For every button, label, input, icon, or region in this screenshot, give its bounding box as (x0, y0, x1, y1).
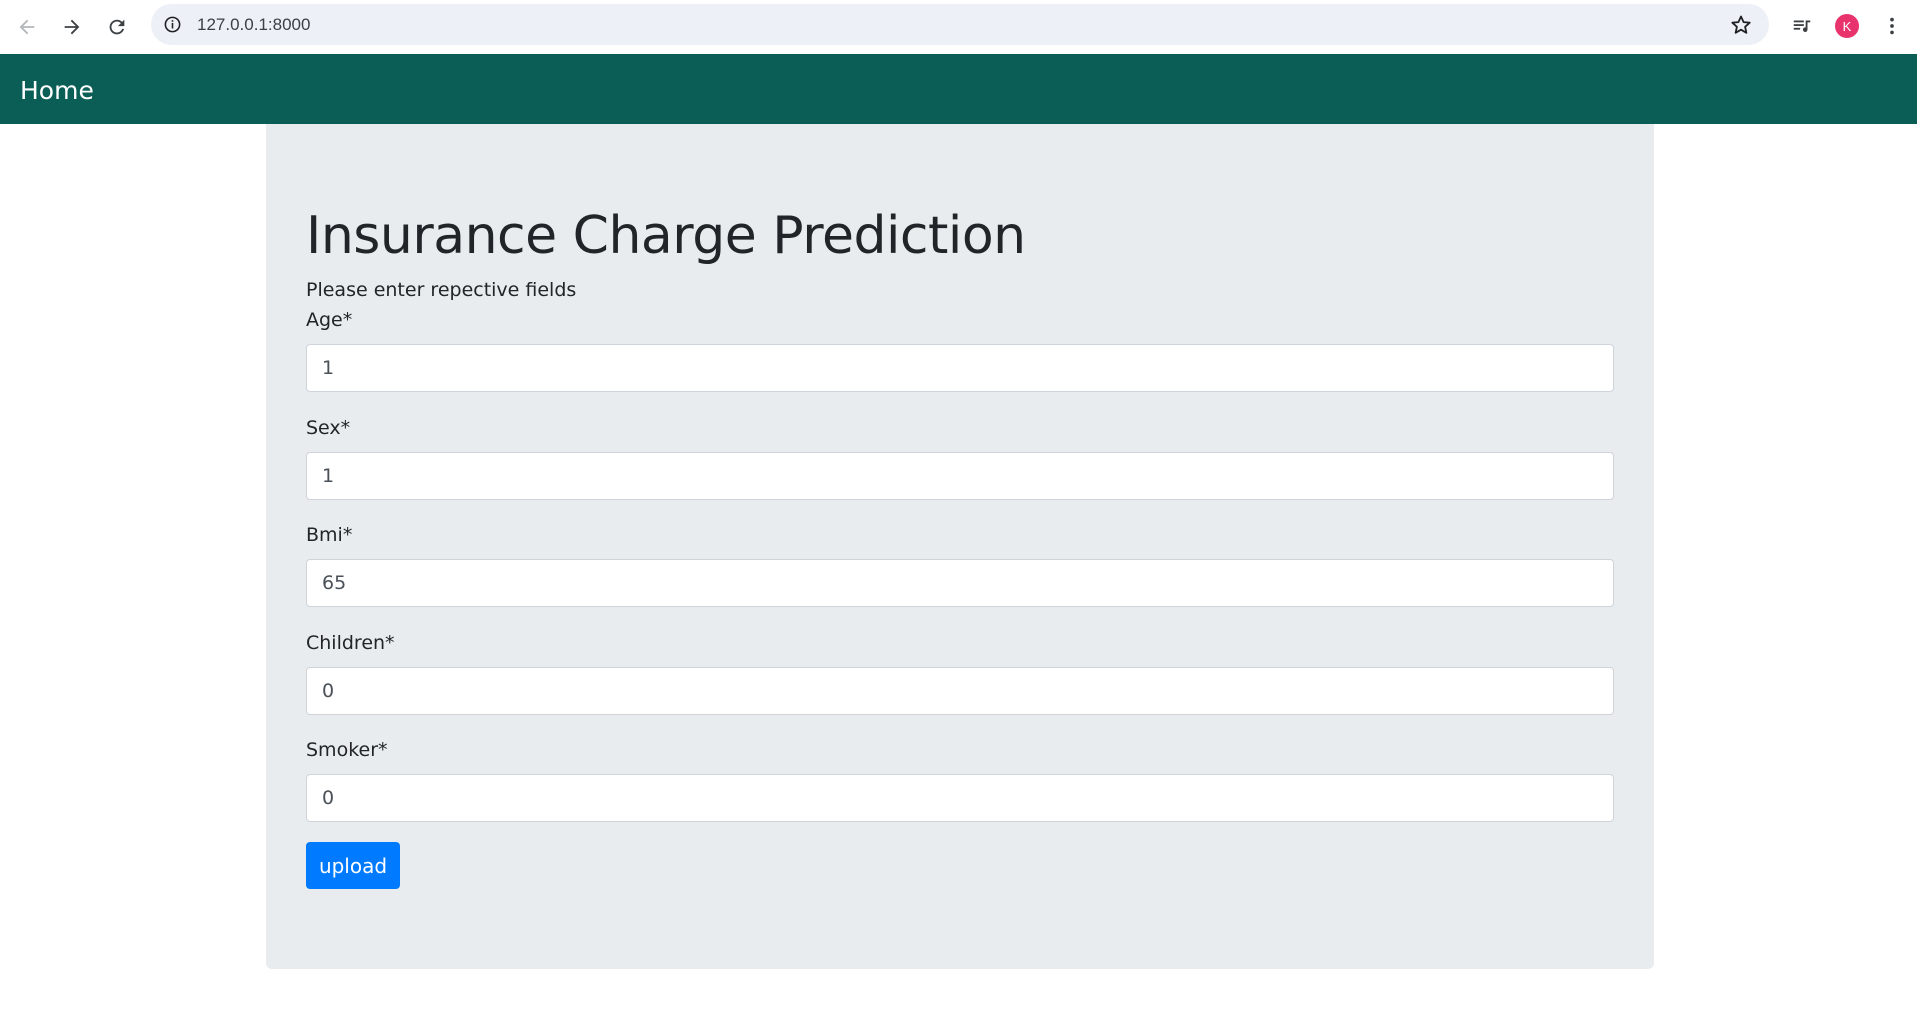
back-arrow-icon[interactable] (9, 9, 45, 45)
sex-input[interactable] (306, 452, 1614, 500)
page-subtitle: Please enter repective fields (306, 279, 577, 301)
children-label: Children* (306, 632, 395, 654)
media-playlist-icon[interactable] (1786, 10, 1818, 42)
age-input[interactable] (306, 344, 1614, 392)
page-title: Insurance Charge Prediction (306, 206, 1026, 266)
smoker-input[interactable] (306, 774, 1614, 822)
address-bar[interactable]: 127.0.0.1:8000 (151, 4, 1769, 45)
info-icon[interactable] (162, 14, 183, 35)
kebab-menu-icon[interactable] (1876, 10, 1908, 42)
smoker-label: Smoker* (306, 739, 388, 761)
children-input[interactable] (306, 667, 1614, 715)
app-navbar: Home (0, 54, 1917, 124)
age-label: Age* (306, 309, 353, 331)
browser-toolbar: 127.0.0.1:8000 K (0, 0, 1917, 54)
sex-label: Sex* (306, 417, 351, 439)
star-icon[interactable] (1729, 13, 1753, 37)
forward-arrow-icon[interactable] (54, 9, 90, 45)
form-container: Insurance Charge Prediction Please enter… (266, 124, 1654, 969)
avatar[interactable]: K (1831, 10, 1863, 42)
bmi-label: Bmi* (306, 524, 353, 546)
upload-button[interactable]: upload (306, 842, 400, 889)
home-link[interactable]: Home (20, 76, 94, 105)
url-text[interactable]: 127.0.0.1:8000 (197, 15, 311, 34)
avatar-letter: K (1835, 14, 1859, 38)
reload-icon[interactable] (99, 9, 135, 45)
bmi-input[interactable] (306, 559, 1614, 607)
